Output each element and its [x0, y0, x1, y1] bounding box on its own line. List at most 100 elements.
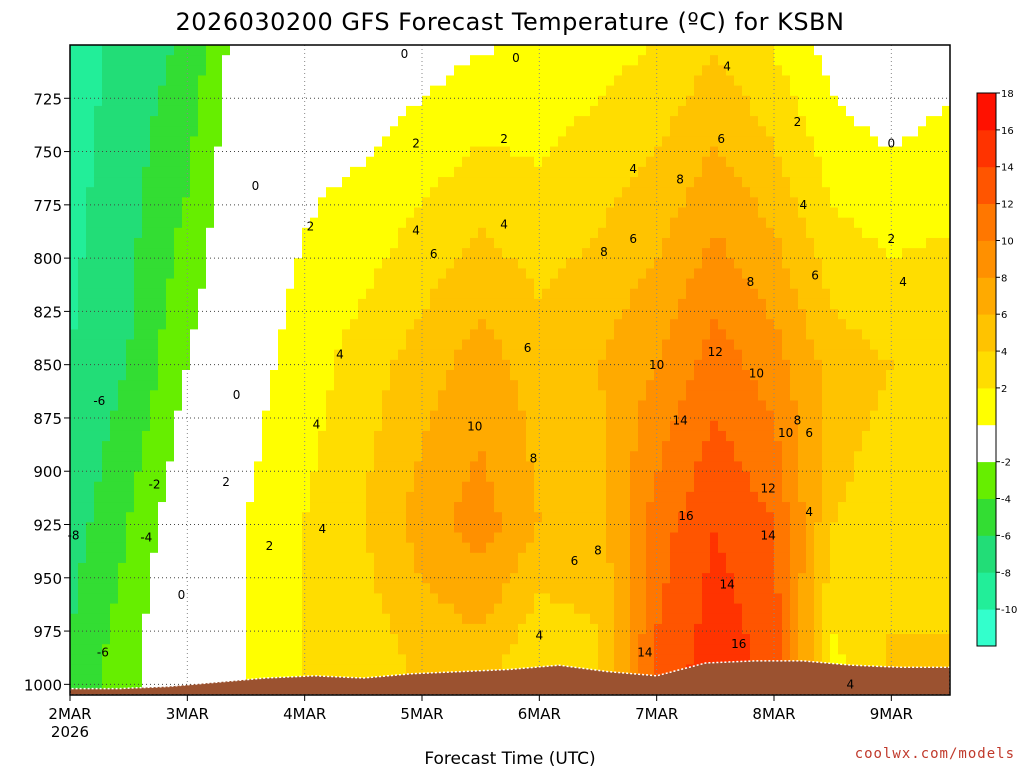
- temperature-cell: [574, 512, 583, 523]
- temperature-cell: [614, 410, 623, 422]
- temperature-cell: [486, 481, 495, 493]
- temperature-cell: [430, 105, 439, 117]
- temperature-cell: [134, 197, 143, 209]
- temperature-cell: [510, 217, 519, 229]
- temperature-cell: [382, 430, 391, 442]
- temperature-cell: [110, 674, 119, 686]
- temperature-cell: [606, 430, 615, 442]
- temperature-cell: [222, 400, 231, 412]
- temperature-cell: [198, 562, 207, 574]
- temperature-cell: [182, 288, 191, 300]
- temperature-cell: [590, 471, 599, 483]
- temperature-cell: [542, 116, 551, 127]
- temperature-cell: [670, 420, 679, 432]
- temperature-cell: [622, 603, 631, 615]
- temperature-cell: [438, 268, 447, 280]
- temperature-cell: [366, 390, 375, 402]
- temperature-cell: [350, 380, 359, 391]
- temperature-cell: [502, 593, 511, 605]
- temperature-cell: [318, 532, 327, 544]
- temperature-cell: [478, 593, 487, 605]
- temperature-cell: [414, 75, 423, 87]
- temperature-cell: [294, 471, 303, 483]
- temperature-cell: [510, 380, 519, 391]
- temperature-cell: [294, 451, 303, 463]
- temperature-cell: [334, 471, 343, 483]
- temperature-cell: [134, 85, 143, 97]
- temperature-cell: [286, 461, 295, 473]
- temperature-cell: [582, 288, 591, 300]
- temperature-cell: [78, 491, 87, 503]
- temperature-cell: [142, 298, 151, 310]
- temperature-cell: [134, 542, 143, 554]
- temperature-cell: [614, 126, 623, 138]
- temperature-cell: [310, 217, 319, 229]
- temperature-cell: [262, 268, 271, 280]
- temperature-cell: [670, 217, 679, 229]
- temperature-cell: [326, 471, 335, 483]
- temperature-cell: [654, 481, 663, 493]
- temperature-cell: [270, 370, 279, 381]
- temperature-cell: [158, 197, 167, 209]
- temperature-cell: [350, 532, 359, 544]
- temperature-cell: [646, 644, 655, 655]
- temperature-cell: [630, 573, 639, 584]
- temperature-cell: [414, 613, 423, 625]
- temperature-cell: [166, 522, 175, 534]
- temperature-cell: [550, 593, 559, 605]
- temperature-cell: [238, 603, 247, 615]
- temperature-cell: [310, 65, 319, 77]
- temperature-cell: [590, 613, 599, 625]
- temperature-cell: [310, 562, 319, 574]
- temperature-cell: [654, 105, 663, 117]
- temperature-cell: [94, 95, 103, 107]
- temperature-cell: [342, 654, 351, 666]
- temperature-cell: [182, 207, 191, 219]
- temperature-cell: [70, 187, 79, 198]
- temperature-cell: [598, 207, 607, 219]
- temperature-cell: [662, 278, 671, 290]
- temperature-cell: [654, 268, 663, 280]
- temperature-cell: [174, 349, 183, 361]
- temperature-cell: [502, 370, 511, 381]
- temperature-cell: [678, 359, 687, 371]
- temperature-cell: [358, 298, 367, 310]
- temperature-cell: [526, 95, 535, 107]
- temperature-cell: [182, 542, 191, 554]
- temperature-cell: [638, 380, 647, 391]
- temperature-cell: [342, 309, 351, 320]
- temperature-cell: [206, 481, 215, 493]
- temperature-cell: [686, 441, 695, 452]
- temperature-cell: [486, 593, 495, 605]
- temperature-cell: [222, 105, 231, 117]
- temperature-cell: [70, 441, 79, 452]
- temperature-cell: [294, 288, 303, 300]
- temperature-cell: [102, 207, 111, 219]
- temperature-cell: [302, 451, 311, 463]
- temperature-cell: [390, 65, 399, 77]
- temperature-cell: [238, 95, 247, 107]
- temperature-cell: [422, 654, 431, 666]
- temperature-cell: [254, 268, 263, 280]
- temperature-cell: [678, 380, 687, 391]
- temperature-cell: [542, 166, 551, 178]
- temperature-cell: [86, 390, 95, 402]
- temperature-cell: [366, 451, 375, 463]
- temperature-cell: [134, 522, 143, 534]
- temperature-cell: [550, 339, 559, 351]
- temperature-cell: [246, 359, 255, 371]
- temperature-cell: [94, 481, 103, 493]
- temperature-cell: [414, 187, 423, 198]
- temperature-cell: [534, 410, 543, 422]
- temperature-cell: [278, 634, 287, 645]
- temperature-cell: [630, 45, 639, 56]
- temperature-cell: [198, 166, 207, 178]
- temperature-cell: [270, 522, 279, 534]
- temperature-cell: [686, 85, 695, 97]
- temperature-cell: [118, 258, 127, 270]
- temperature-cell: [78, 502, 87, 513]
- temperature-cell: [310, 288, 319, 300]
- temperature-cell: [598, 309, 607, 320]
- temperature-cell: [438, 634, 447, 645]
- temperature-cell: [222, 329, 231, 341]
